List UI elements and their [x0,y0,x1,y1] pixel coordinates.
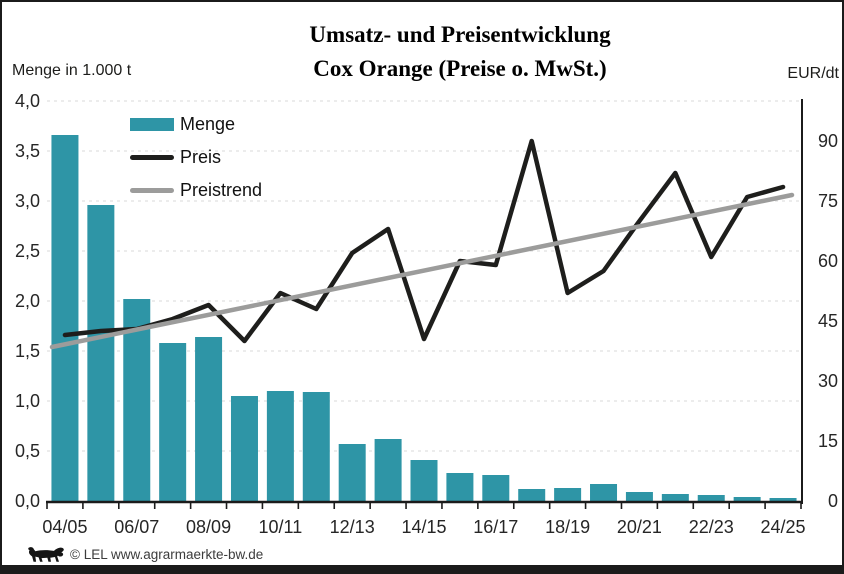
chart-title-line1: Umsatz- und Preisentwicklung [309,22,611,47]
bw-lion-logo-icon [28,547,64,562]
x-axis-tick-label: 10/11 [258,517,303,537]
left-axis-unit-label: Menge in 1.000 t [12,62,132,79]
bar-menge-11/12 [302,392,330,501]
x-axis-tick-label: 12/13 [329,517,375,537]
bar-menge-18/19 [554,488,582,501]
bar-menge-04/05 [51,135,79,501]
bar-menge-09/10 [230,396,258,501]
left-axis-tick-label: 2,5 [14,241,40,261]
right-axis-tick-label: 15 [817,431,838,451]
right-axis-tick-label: 90 [817,131,838,151]
left-axis-tick-label: 3,5 [14,141,40,161]
bar-menge-22/23 [697,495,725,501]
chart-title-line2: Cox Orange (Preise o. MwSt.) [313,56,607,81]
footer-bar [2,565,842,572]
legend-label-preis: Preis [180,146,222,167]
x-axis-tick-label: 08/09 [186,517,232,537]
bar-menge-08/09 [195,337,223,501]
preis-line-swatch-icon [130,154,174,160]
bar-menge-12/13 [338,444,366,501]
left-axis-tick-label: 2,0 [14,291,40,311]
preis-line [62,138,786,344]
chart-title: Umsatz- und Preisentwicklung Cox Orange … [74,18,842,86]
right-axis-tick-label: 45 [817,311,838,331]
preistrend-line [49,192,795,350]
bar-menge-15/16 [446,473,474,501]
left-axis-tick-label: 1,5 [14,341,40,361]
left-axis-tick-label: 0,5 [14,441,40,461]
bar-menge-10/11 [266,391,294,501]
bar-menge-20/21 [625,492,653,501]
right-axis-tick-label: 0 [827,491,838,511]
bar-menge-21/22 [661,494,689,501]
bar-menge-13/14 [374,439,402,501]
right-axis-tick-label: 60 [817,251,838,271]
bar-menge-19/20 [590,484,618,501]
x-axis-tick-label: 14/15 [401,517,447,537]
bar-menge-24/25 [769,498,797,501]
bar-menge-07/08 [159,343,187,501]
right-axis-tick-label: 75 [817,191,838,211]
left-axis-tick-label: 0,0 [14,491,40,511]
bar-menge-16/17 [482,475,510,501]
bar-menge-14/15 [410,460,438,501]
right-axis-tick-label: 30 [817,371,838,391]
legend-label-preistrend: Preistrend [180,179,263,200]
x-axis-tick-label: 18/19 [545,517,591,537]
legend-item-preistrend: Preistrend [130,180,262,200]
bar-menge-23/24 [733,497,761,501]
left-axis-tick-label: 1,0 [14,391,40,411]
x-axis-tick-label: 22/23 [688,517,734,537]
menge-bar-swatch-icon [130,117,174,131]
preistrend-line-swatch-icon [130,187,174,193]
x-axis-tick-label: 24/25 [760,517,806,537]
left-axis-tick-label: 4,0 [14,91,40,111]
x-axis-tick-label: 04/05 [42,517,88,537]
chart-legend: Menge Preis Preistrend [130,114,262,200]
left-axis-tick-label: 3,0 [14,191,40,211]
x-axis-tick-label: 20/21 [616,517,662,537]
legend-item-preis: Preis [130,147,262,167]
legend-item-menge: Menge [130,114,262,134]
right-axis-unit-label: EUR/dt [787,65,839,82]
bar-menge-17/18 [518,489,546,501]
footer-credit-text: © LEL www.agrarmaerkte-bw.de [70,547,264,562]
x-axis-tick-label: 06/07 [114,517,160,537]
bar-menge-05/06 [87,205,115,501]
x-axis-tick-label: 16/17 [473,517,519,537]
legend-label-menge: Menge [180,113,236,134]
